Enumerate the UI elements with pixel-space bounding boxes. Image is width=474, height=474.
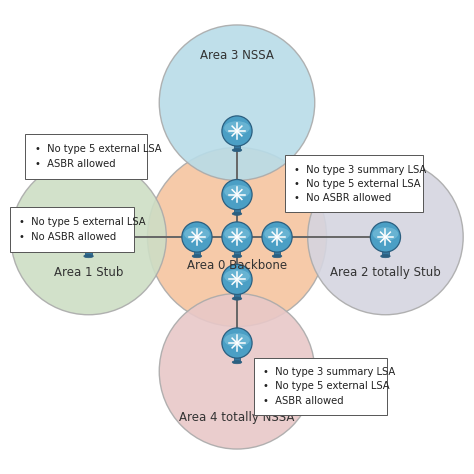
- Ellipse shape: [232, 212, 242, 215]
- Circle shape: [73, 222, 104, 252]
- Circle shape: [182, 222, 212, 252]
- Circle shape: [308, 159, 463, 315]
- Text: Area 4 totally NSSA: Area 4 totally NSSA: [179, 410, 295, 423]
- Text: •  No type 5 external LSA: • No type 5 external LSA: [294, 179, 420, 189]
- Text: •  No type 3 summary LSA: • No type 3 summary LSA: [294, 164, 426, 174]
- FancyBboxPatch shape: [26, 134, 147, 179]
- FancyBboxPatch shape: [382, 248, 389, 256]
- Ellipse shape: [224, 333, 250, 347]
- Circle shape: [222, 116, 252, 146]
- Ellipse shape: [272, 255, 282, 258]
- Ellipse shape: [232, 255, 242, 258]
- Ellipse shape: [224, 185, 250, 198]
- Text: •  No type 5 external LSA: • No type 5 external LSA: [35, 144, 162, 154]
- FancyBboxPatch shape: [234, 290, 240, 299]
- Ellipse shape: [232, 148, 242, 152]
- FancyBboxPatch shape: [85, 248, 92, 256]
- Text: Area 3 NSSA: Area 3 NSSA: [200, 49, 274, 62]
- Text: •  No type 5 external LSA: • No type 5 external LSA: [19, 217, 146, 227]
- FancyBboxPatch shape: [193, 248, 201, 256]
- FancyBboxPatch shape: [284, 155, 423, 212]
- Text: •  No type 5 external LSA: • No type 5 external LSA: [264, 382, 390, 392]
- Text: Area 2 totally Stub: Area 2 totally Stub: [330, 266, 441, 279]
- Ellipse shape: [84, 255, 93, 258]
- Circle shape: [222, 222, 252, 252]
- Ellipse shape: [381, 255, 390, 258]
- Ellipse shape: [232, 297, 242, 300]
- Circle shape: [370, 222, 401, 252]
- FancyBboxPatch shape: [254, 357, 387, 415]
- Ellipse shape: [224, 270, 250, 283]
- Ellipse shape: [192, 255, 202, 258]
- FancyBboxPatch shape: [234, 354, 240, 362]
- Ellipse shape: [76, 227, 101, 241]
- Circle shape: [147, 147, 327, 327]
- Ellipse shape: [232, 361, 242, 364]
- Circle shape: [262, 222, 292, 252]
- FancyBboxPatch shape: [234, 248, 240, 256]
- Text: •  No ASBR allowed: • No ASBR allowed: [19, 232, 117, 242]
- Text: Area 0 Backbone: Area 0 Backbone: [187, 259, 287, 272]
- Ellipse shape: [224, 121, 250, 135]
- Ellipse shape: [224, 227, 250, 241]
- FancyBboxPatch shape: [10, 207, 134, 252]
- Text: •  ASBR allowed: • ASBR allowed: [264, 395, 344, 406]
- FancyBboxPatch shape: [273, 248, 281, 256]
- Text: Area 1 Stub: Area 1 Stub: [54, 266, 123, 279]
- Text: •  ASBR allowed: • ASBR allowed: [35, 159, 116, 169]
- Circle shape: [159, 25, 315, 181]
- Circle shape: [159, 293, 315, 449]
- Circle shape: [222, 328, 252, 358]
- Text: •  No type 3 summary LSA: • No type 3 summary LSA: [264, 367, 396, 377]
- Ellipse shape: [184, 227, 210, 241]
- Circle shape: [222, 264, 252, 294]
- Circle shape: [11, 159, 166, 315]
- FancyBboxPatch shape: [234, 142, 240, 150]
- Ellipse shape: [264, 227, 290, 241]
- Text: •  No ASBR allowed: • No ASBR allowed: [294, 193, 391, 203]
- Circle shape: [222, 180, 252, 210]
- Ellipse shape: [373, 227, 398, 241]
- FancyBboxPatch shape: [234, 205, 240, 214]
